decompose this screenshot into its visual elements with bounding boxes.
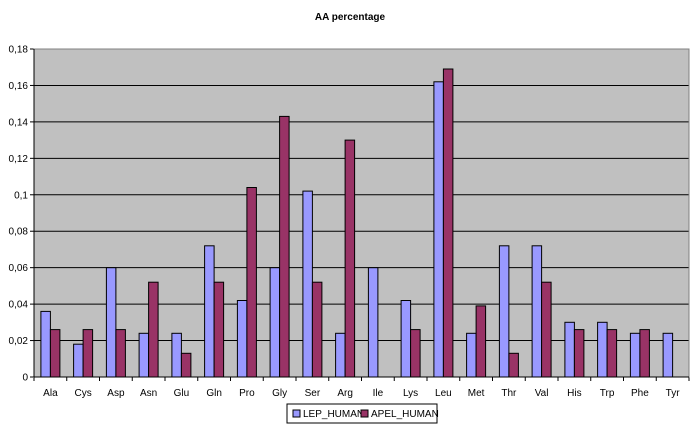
- x-tick-label-val: Val: [535, 388, 549, 399]
- x-tick-label-ser: Ser: [305, 388, 321, 399]
- bar-lep-human-asp: [105, 267, 117, 378]
- x-tick-label-gly: Gly: [272, 388, 287, 399]
- y-tick-label: 0,06: [9, 263, 29, 274]
- bar-apel-human-met: [475, 305, 487, 378]
- x-tick-label-leu: Leu: [435, 388, 452, 399]
- bar-apel-human-his: [573, 329, 585, 378]
- y-tick-label: 0,16: [9, 81, 29, 92]
- bar-lep-human-arg: [335, 332, 346, 378]
- x-tick-label-tyr: Tyr: [666, 388, 681, 399]
- bar-lep-human-ala: [40, 310, 51, 378]
- x-tick-label-ile: Ile: [373, 388, 384, 399]
- y-tick-label: 0,14: [9, 117, 29, 128]
- x-tick-label-trp: Trp: [600, 388, 615, 399]
- bar-lep-human-met: [466, 332, 477, 378]
- y-tick-label: 0,04: [9, 300, 29, 311]
- bar-apel-human-phe: [639, 329, 650, 378]
- x-tick-label-asn: Asn: [140, 388, 157, 399]
- bar-lep-human-gly: [269, 267, 281, 378]
- bar-lep-human-ile: [367, 267, 379, 378]
- y-tick-label: 0,12: [9, 154, 29, 165]
- legend-label-apel-human: APEL_HUMAN: [371, 409, 439, 420]
- bar-apel-human-thr: [508, 352, 519, 378]
- bar-lep-human-cys: [73, 343, 84, 378]
- bar-apel-human-arg: [344, 139, 356, 378]
- bar-apel-human-ser: [311, 281, 323, 378]
- bar-apel-human-glu: [180, 352, 192, 378]
- bar-apel-human-leu: [442, 68, 454, 378]
- y-tick-label: 0,1: [14, 190, 28, 201]
- bar-apel-human-gly: [279, 115, 290, 378]
- bar-apel-human-pro: [246, 187, 257, 378]
- bar-lep-human-glu: [171, 332, 182, 378]
- x-tick-label-ala: Ala: [43, 388, 58, 399]
- bar-apel-human-asp: [115, 329, 126, 378]
- bar-lep-human-val: [531, 245, 543, 378]
- x-tick-label-thr: Thr: [501, 388, 517, 399]
- x-tick-label-met: Met: [468, 388, 485, 399]
- x-tick-label-lys: Lys: [403, 388, 418, 399]
- y-tick-label: 0,08: [9, 227, 29, 238]
- bar-lep-human-trp: [597, 321, 608, 378]
- plot-background: [34, 49, 689, 377]
- bar-lep-human-tyr: [662, 332, 674, 378]
- bar-lep-human-leu: [433, 81, 444, 378]
- bar-lep-human-phe: [629, 332, 641, 378]
- bar-lep-human-pro: [236, 300, 248, 378]
- bar-lep-human-asn: [138, 332, 150, 378]
- legend: LEP_HUMAN APEL_HUMAN: [286, 403, 439, 424]
- bar-lep-human-his: [564, 321, 575, 378]
- bar-apel-human-cys: [82, 329, 94, 378]
- bar-lep-human-lys: [400, 300, 412, 378]
- bar-lep-human-thr: [498, 245, 510, 378]
- x-tick-label-asp: Asp: [107, 388, 125, 399]
- chart-title: AA percentage: [315, 12, 386, 23]
- legend-swatch-lep-human: [292, 409, 301, 418]
- bar-apel-human-ala: [49, 329, 61, 378]
- bar-apel-human-val: [541, 281, 552, 378]
- plot-area: 0 0,02 0,04 0,06 0,08 0,1 0,12 0,14 0,16 0,18 Ala C…: [9, 45, 690, 399]
- bar-lep-human-gln: [204, 245, 215, 378]
- y-tick-label: 0,02: [9, 336, 29, 347]
- bar-apel-human-trp: [606, 329, 618, 378]
- bar-apel-human-lys: [410, 329, 421, 378]
- x-tick-label-glu: Glu: [174, 388, 190, 399]
- x-tick-label-gln: Gln: [206, 388, 222, 399]
- x-tick-label-phe: Phe: [631, 388, 649, 399]
- bar-lep-human-ser: [302, 190, 313, 378]
- y-tick-label: 0: [22, 373, 28, 384]
- x-tick-label-cys: Cys: [74, 388, 91, 399]
- bar-apel-human-asn: [148, 281, 159, 378]
- y-tick-label: 0,18: [9, 45, 29, 56]
- legend-label-lep-human: LEP_HUMAN: [303, 409, 364, 420]
- x-tick-label-his: His: [567, 388, 581, 399]
- x-tick-label-arg: Arg: [337, 388, 353, 399]
- x-tick-label-pro: Pro: [239, 388, 255, 399]
- legend-swatch-apel-human: [360, 409, 369, 418]
- bar-apel-human-gln: [213, 281, 225, 378]
